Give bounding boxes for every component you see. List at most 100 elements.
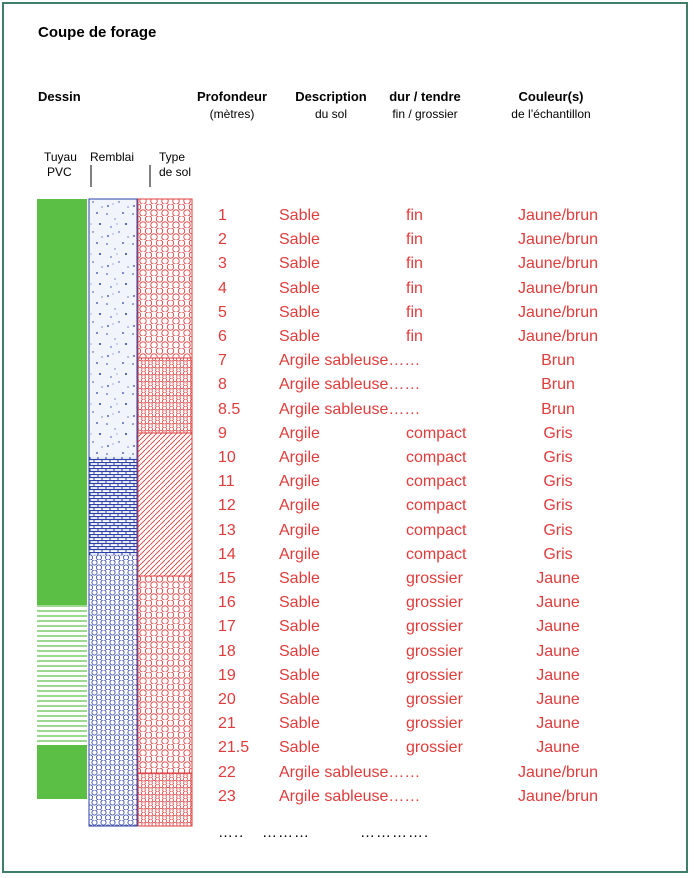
row-hardness: grossier: [406, 739, 463, 756]
row-color: Jaune: [536, 618, 580, 635]
row-color: Jaune/brun: [517, 280, 599, 297]
row-color: Gris: [543, 473, 573, 490]
soil-layer-sandy-clay-lower: [138, 773, 192, 826]
row-description: Sable: [279, 715, 320, 732]
row-depth: 22: [218, 764, 236, 781]
row-hardness: grossier: [406, 667, 463, 684]
row-description: Argile: [279, 546, 320, 563]
row-hardness: compact: [406, 497, 467, 514]
row-depth: 21.5: [218, 739, 250, 756]
row-description: Argile sableuse……: [279, 401, 421, 418]
row-depth: 8: [218, 376, 227, 393]
row-depth: 5: [218, 304, 227, 321]
header-color-sub: de l’échantillon: [511, 107, 591, 121]
row-color: Gris: [543, 449, 573, 466]
row-depth: 23: [218, 788, 236, 805]
row-description: Argile: [279, 425, 320, 442]
header-hardness: dur / tendre: [389, 89, 461, 104]
row-description: Argile sableuse……: [279, 352, 421, 369]
row-color: Gris: [543, 497, 573, 514]
row-depth: 21: [218, 715, 236, 732]
soil-layer-clay: [138, 433, 192, 576]
row-depth: 2: [218, 231, 227, 248]
row-description: Sable: [279, 570, 320, 587]
pvc-pipe-solid-lower: [37, 745, 87, 799]
row-color: Jaune/brun: [517, 328, 599, 345]
row-depth: 6: [218, 328, 227, 345]
row-color: Brun: [541, 376, 575, 393]
row-depth: 16: [218, 594, 236, 611]
column-label-pipe: Tuyau PVC: [44, 150, 77, 180]
trailing-dots-hardness: ………….: [360, 824, 430, 841]
row-color: Jaune: [536, 739, 580, 756]
soil-column-outline: [137, 198, 193, 827]
row-depth: 15: [218, 570, 236, 587]
column-label-soil-line2: de sol: [159, 165, 192, 179]
header-depth: Profondeur: [196, 89, 268, 104]
row-depth: 8.5: [218, 401, 241, 418]
row-hardness: fin: [406, 328, 423, 345]
soil-layer-sandy-clay-upper: [138, 358, 192, 433]
row-description: Argile: [279, 449, 320, 466]
backfill-column-outline: [88, 198, 138, 827]
row-depth: 13: [218, 522, 236, 539]
row-description: Sable: [279, 618, 320, 635]
row-depth: 11: [218, 473, 235, 490]
row-description: Argile: [279, 497, 320, 514]
row-hardness: grossier: [406, 618, 463, 635]
header-depth-sub: (mètres): [209, 107, 255, 121]
row-depth: 20: [218, 691, 236, 708]
row-description: Argile: [279, 522, 320, 539]
row-color: Jaune/brun: [517, 231, 599, 248]
row-description: Argile: [279, 473, 320, 490]
row-hardness: compact: [406, 449, 467, 466]
row-hardness: fin: [406, 280, 423, 297]
row-depth: 19: [218, 667, 236, 684]
row-color: Brun: [541, 352, 575, 369]
row-hardness: compact: [406, 425, 467, 442]
row-description: Sable: [279, 667, 320, 684]
pvc-pipe-solid-upper: [37, 199, 87, 605]
row-depth: 9: [218, 425, 227, 442]
column-label-pipe-line1: Tuyau: [44, 150, 77, 164]
row-color: Gris: [543, 546, 573, 563]
row-hardness: grossier: [406, 715, 463, 732]
row-color: Jaune: [536, 594, 580, 611]
row-hardness: grossier: [406, 570, 463, 587]
row-description: Sable: [279, 691, 320, 708]
row-color: Jaune/brun: [517, 255, 599, 272]
row-description: Sable: [279, 328, 320, 345]
row-color: Jaune/brun: [517, 764, 599, 781]
column-label-soil-line1: Type: [159, 150, 186, 164]
row-hardness: grossier: [406, 594, 463, 611]
row-description: Sable: [279, 594, 320, 611]
row-depth: 14: [218, 546, 236, 563]
header-description: Description: [295, 89, 367, 104]
row-color: Gris: [543, 522, 573, 539]
column-label-backfill: Remblai: [90, 150, 135, 164]
row-description: Sable: [279, 207, 320, 224]
pvc-pipe-screen: [37, 605, 87, 745]
row-depth: 12: [218, 497, 236, 514]
row-description: Sable: [279, 643, 320, 660]
row-depth: 1: [218, 207, 227, 224]
backfill-seal: [89, 457, 137, 555]
row-description: Sable: [279, 280, 320, 297]
row-hardness: fin: [406, 304, 423, 321]
page-title: Coupe de forage: [38, 24, 157, 41]
backfill-gravel-pack: [89, 555, 137, 826]
row-color: Brun: [541, 401, 575, 418]
row-hardness: compact: [406, 473, 467, 490]
row-description: Sable: [279, 304, 320, 321]
row-depth: 4: [218, 280, 227, 297]
row-color: Gris: [543, 425, 573, 442]
soil-layer-fine-sand: [138, 199, 192, 358]
row-color: Jaune: [536, 643, 580, 660]
soil-layer-coarse-sand: [138, 576, 192, 773]
row-hardness: fin: [406, 255, 423, 272]
row-depth: 3: [218, 255, 227, 272]
row-depth: 17: [218, 618, 236, 635]
row-depth: 7: [218, 352, 227, 369]
header-drawing: Dessin: [38, 89, 81, 104]
